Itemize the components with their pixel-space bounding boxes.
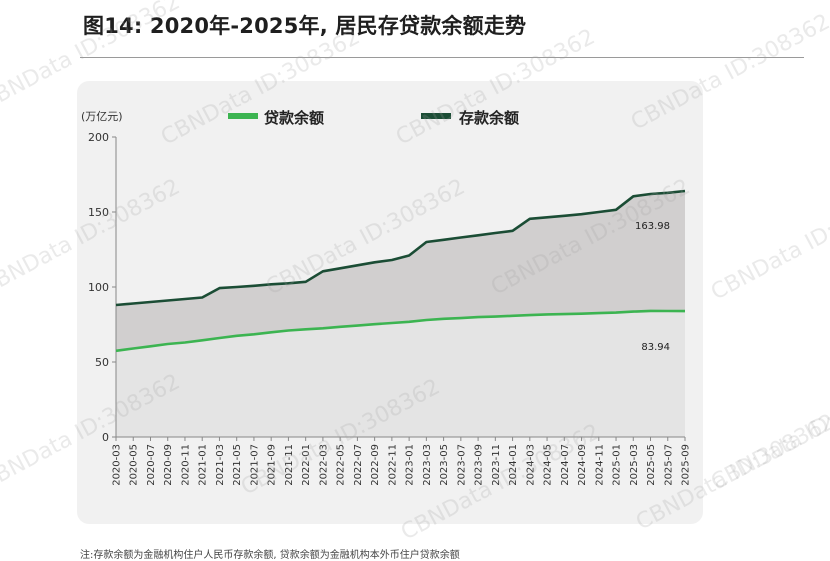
x-tick-label: 2023-05 xyxy=(439,444,450,486)
x-tick-label: 2023-01 xyxy=(405,444,416,486)
legend-swatch-deposit xyxy=(421,113,451,119)
x-tick-label: 2025-01 xyxy=(612,444,623,486)
x-tick-label: 2023-11 xyxy=(491,444,502,486)
x-tick-label: 2020-03 xyxy=(112,444,123,486)
x-tick-label: 2024-07 xyxy=(560,444,571,486)
x-tick-label: 2021-03 xyxy=(215,444,226,486)
legend-swatch-loan xyxy=(228,113,258,119)
loan-end-value: 83.94 xyxy=(641,342,670,353)
x-tick-label: 2021-09 xyxy=(267,444,278,486)
y-tick-label: 150 xyxy=(88,206,109,219)
y-axis-label: (万亿元) xyxy=(81,110,123,123)
x-tick-label: 2025-09 xyxy=(681,444,692,486)
x-tick-label: 2023-09 xyxy=(474,444,485,486)
x-tick-label: 2022-05 xyxy=(336,444,347,486)
x-tick-label: 2021-07 xyxy=(249,444,260,486)
x-tick-label: 2024-09 xyxy=(577,444,588,486)
chart-title: 图14: 2020年-2025年, 居民存贷款余额走势 xyxy=(83,14,527,38)
deposit-end-value: 163.98 xyxy=(635,221,670,232)
x-tick-label: 2020-09 xyxy=(163,444,174,486)
y-tick-label: 0 xyxy=(102,431,109,444)
legend: 贷款余额 存款余额 xyxy=(228,109,519,127)
x-tick-label: 2021-05 xyxy=(232,444,243,486)
loan-line xyxy=(115,309,686,353)
x-tick-label: 2022-07 xyxy=(353,444,364,486)
x-tick-label: 2024-03 xyxy=(525,444,536,486)
y-tick-label: 50 xyxy=(95,356,109,369)
x-tick-label: 2022-09 xyxy=(370,444,381,486)
x-tick-label: 2022-11 xyxy=(387,444,398,486)
x-tick-label: 2023-07 xyxy=(456,444,467,486)
x-tick-label: 2023-03 xyxy=(422,444,433,486)
x-tick-label: 2025-05 xyxy=(646,444,657,486)
x-tick-label: 2022-01 xyxy=(301,444,312,486)
x-tick-label: 2025-03 xyxy=(629,444,640,486)
series-lines xyxy=(115,189,686,353)
x-tick-label: 2022-03 xyxy=(318,444,329,486)
x-tick-label: 2024-05 xyxy=(543,444,554,486)
footnote: 注:存款余额为金融机构住户人民币存款余额, 贷款余额为金融机构本外币住户贷款余额 xyxy=(80,550,460,561)
y-tick-label: 200 xyxy=(88,131,109,144)
title-divider xyxy=(80,57,804,58)
x-tick-label: 2020-05 xyxy=(129,444,140,486)
x-tick-label: 2025-07 xyxy=(663,444,674,486)
x-tick-label: 2021-01 xyxy=(198,444,209,486)
x-tick-label: 2024-11 xyxy=(594,444,605,486)
x-tick-label: 2020-07 xyxy=(146,444,157,486)
area-layer xyxy=(116,191,685,437)
deposit-line xyxy=(115,189,686,307)
legend-label-deposit: 存款余额 xyxy=(459,109,519,127)
loan-area xyxy=(116,310,685,437)
legend-label-loan: 贷款余额 xyxy=(264,109,324,127)
x-tick-label: 2020-11 xyxy=(181,444,192,486)
y-tick-label: 100 xyxy=(88,281,109,294)
x-tick-label: 2021-11 xyxy=(284,444,295,486)
axes: 0 50 100 150 200 2020-03 2020-05 2020-07 2020-09… xyxy=(88,131,692,486)
data-labels: 163.98 83.94 xyxy=(635,221,670,353)
x-tick-label: 2024-01 xyxy=(508,444,519,486)
